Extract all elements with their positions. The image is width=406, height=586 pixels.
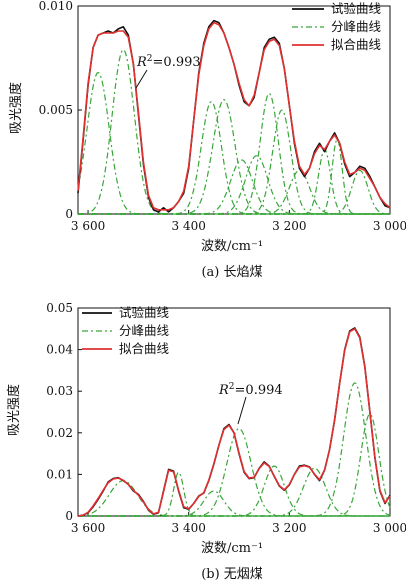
data-lines-group: [77, 19, 391, 213]
y-tick-label: 0.05: [46, 301, 73, 315]
legend-item-experimental: 试验曲线: [292, 1, 382, 16]
svg-text:R2=0.993: R2=0.993: [136, 54, 201, 70]
x-axis-label: 波数/cm⁻¹: [201, 239, 263, 254]
y-tick-label: 0.01: [46, 467, 73, 481]
chart-caption: (a) 长焰煤: [201, 265, 262, 280]
fitted-peaks-group: [77, 382, 391, 517]
y-tick-label: 0.03: [46, 384, 73, 398]
chart-panel-a: 0 0.005 0.010 3 600 3 400 3 200 3 000 吸光强度 波数/…: [8, 0, 406, 280]
y-tick-label: 0: [65, 207, 73, 221]
x-axis-label: 波数/cm⁻¹: [201, 541, 263, 556]
x-tick-label: 3 200: [272, 219, 306, 233]
fitted-peak-4: [78, 427, 390, 517]
axis-frame: [77, 307, 391, 517]
legend: 试验曲线 分峰曲线 拟合曲线: [82, 305, 170, 356]
tick-labels-group: 0 0.005 0.010 3 600 3 400 3 200 3 000: [39, 0, 406, 233]
chart-caption: (b) 无烟煤: [201, 567, 263, 582]
x-tick-label: 3 600: [71, 521, 105, 535]
x-tick-label: 3 000: [373, 521, 406, 535]
legend-item-peaks: 分峰曲线: [292, 19, 382, 34]
svg-text:拟合曲线: 拟合曲线: [119, 341, 170, 356]
legend-item-fitted: 拟合曲线: [82, 341, 170, 356]
svg-text:分峰曲线: 分峰曲线: [119, 323, 170, 338]
data-lines-group: [77, 327, 391, 517]
fitted-curve: [77, 21, 391, 211]
y-axis-label: 吸光强度: [8, 82, 24, 134]
svg-text:试验曲线: 试验曲线: [331, 1, 382, 16]
r-squared-annotation: R2=0.993: [135, 54, 201, 89]
x-tick-label: 3 200: [272, 521, 306, 535]
y-tick-label: 0.04: [46, 343, 73, 357]
fitted-peaks-group: [77, 48, 391, 215]
fitted-peak-1: [77, 71, 390, 215]
fitted-peak-8: [78, 413, 391, 517]
fitted-peak-5: [78, 465, 390, 517]
fitted-peak-1: [77, 479, 390, 517]
legend: 试验曲线 分峰曲线 拟合曲线: [292, 1, 382, 52]
y-tick-label: 0.005: [39, 103, 73, 117]
fitted-curve: [77, 328, 391, 517]
y-tick-label: 0: [65, 509, 73, 523]
y-axis-label: 吸光强度: [6, 384, 22, 436]
fitted-peak-3: [78, 490, 390, 517]
x-tick-label: 3 600: [71, 219, 105, 233]
r-squared-annotation: R2=0.994: [218, 382, 283, 425]
y-tick-label: 0.02: [46, 426, 73, 440]
x-tick-label: 3 400: [172, 219, 206, 233]
fitted-peak-2: [77, 48, 390, 215]
y-tick-label: 0.010: [39, 0, 73, 13]
chart-panel-b: 0 0.01 0.02 0.03 0.04 0.05 3 600 3 400 3 200 3 00…: [6, 301, 406, 582]
fitted-peak-6: [78, 467, 390, 517]
fitted-peak-12: [78, 169, 391, 215]
legend-item-experimental: 试验曲线: [82, 305, 170, 320]
tick-labels-group: 0 0.01 0.02 0.03 0.04 0.05 3 600 3 400 3 200 3 00…: [46, 301, 406, 535]
fitted-peak-2: [78, 471, 390, 517]
svg-text:R2=0.994: R2=0.994: [218, 382, 283, 398]
plot-frame: [77, 307, 391, 517]
svg-text:分峰曲线: 分峰曲线: [331, 19, 382, 34]
fitted-peak-11: [78, 138, 390, 215]
fitted-peak-7: [78, 382, 391, 517]
svg-text:拟合曲线: 拟合曲线: [331, 37, 382, 52]
fitted-peak-8: [78, 109, 390, 215]
legend-item-fitted: 拟合曲线: [292, 37, 382, 52]
svg-text:试验曲线: 试验曲线: [119, 305, 170, 320]
x-tick-label: 3 000: [373, 219, 406, 233]
legend-item-peaks: 分峰曲线: [82, 323, 170, 338]
x-tick-label: 3 400: [172, 521, 206, 535]
